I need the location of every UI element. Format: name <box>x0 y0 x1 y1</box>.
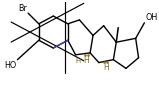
Text: HO: HO <box>4 61 17 70</box>
Text: H: H <box>75 58 80 64</box>
Text: H: H <box>103 63 108 72</box>
Text: Br: Br <box>18 4 27 13</box>
Text: OH: OH <box>145 13 158 22</box>
Text: H: H <box>83 56 89 65</box>
